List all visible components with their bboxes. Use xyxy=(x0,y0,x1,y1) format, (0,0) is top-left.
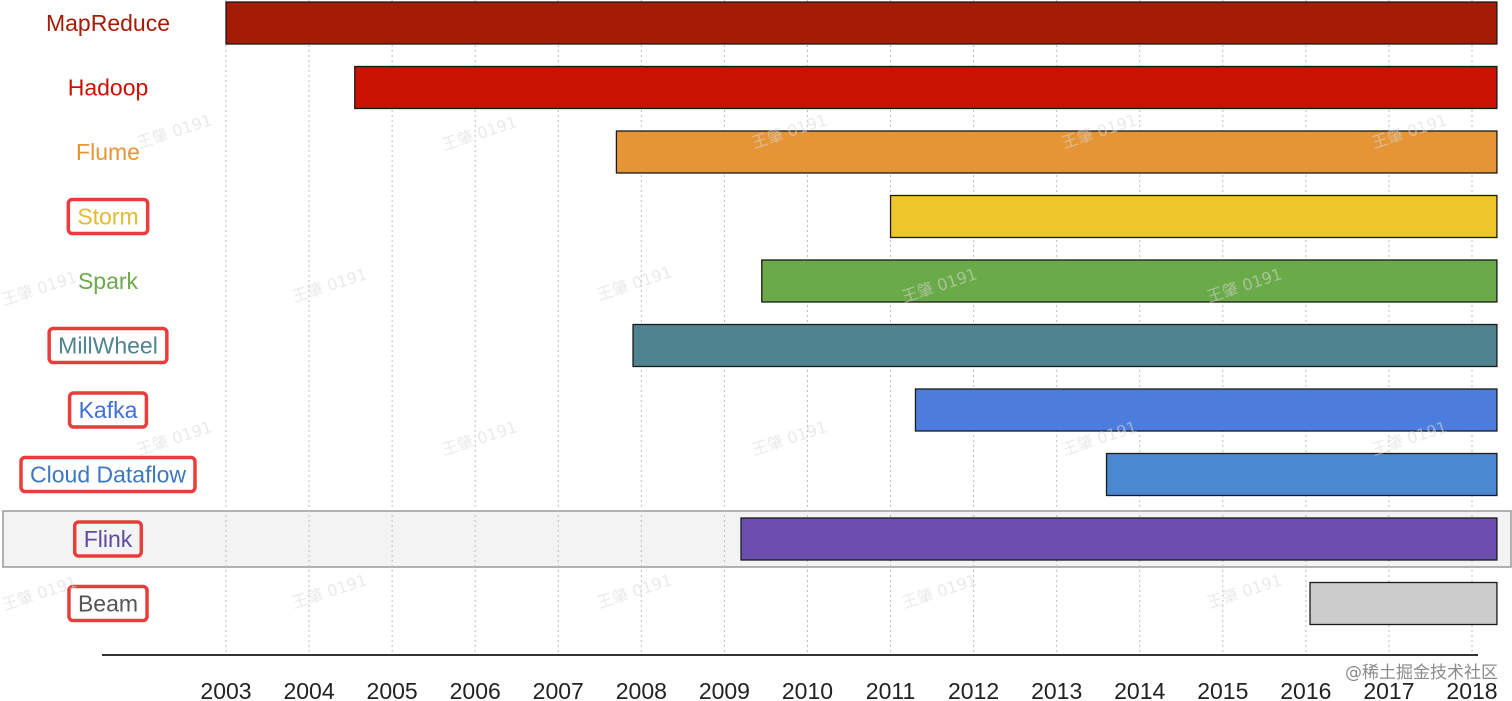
label-highlight-box xyxy=(67,584,149,623)
x-tick-label: 2005 xyxy=(367,678,418,701)
series-label: MapReduce xyxy=(46,10,170,36)
bar-mapreduce xyxy=(225,1,1498,45)
series-label: Kafka xyxy=(79,397,138,423)
x-tick-label: 2016 xyxy=(1280,678,1331,701)
x-tick-label: 2007 xyxy=(533,678,584,701)
x-tick-label: 2011 xyxy=(866,678,915,701)
bar-kafka xyxy=(914,388,1498,432)
x-tick-label: 2003 xyxy=(200,678,251,701)
series-label: Flume xyxy=(76,139,140,165)
x-tick-label: 2018 xyxy=(1446,678,1497,701)
bar-millwheel xyxy=(632,323,1498,368)
series-label: Spark xyxy=(78,268,139,294)
bar-spark xyxy=(761,259,1498,303)
x-tick-label: 2006 xyxy=(450,678,501,701)
x-tick-label: 2008 xyxy=(616,678,667,701)
bar-hadoop xyxy=(354,65,1498,110)
x-tick-label: 2015 xyxy=(1197,678,1248,701)
bar-cloud-dataflow xyxy=(1105,452,1498,497)
bar-storm xyxy=(889,194,1498,239)
series-label: Beam xyxy=(78,591,138,617)
series-label: Cloud Dataflow xyxy=(30,462,186,488)
series-label: Flink xyxy=(84,526,133,552)
x-tick-label: 2004 xyxy=(283,678,334,701)
series-label: Hadoop xyxy=(68,75,149,101)
x-tick-label: 2009 xyxy=(699,678,750,701)
x-tick-label: 2012 xyxy=(948,678,999,701)
x-tick-label: 2017 xyxy=(1363,678,1414,701)
credit-text: @稀土掘金技术社区 xyxy=(1345,663,1498,683)
x-tick-label: 2010 xyxy=(782,678,833,701)
label-highlight-box xyxy=(72,520,144,558)
x-tick-label: 2014 xyxy=(1114,678,1165,701)
bar-flume xyxy=(615,130,1498,174)
x-tick-label: 2013 xyxy=(1031,678,1082,701)
label-highlight-box xyxy=(19,455,197,494)
series-label: MillWheel xyxy=(58,333,158,359)
bar-beam xyxy=(1309,581,1498,626)
label-highlight-box xyxy=(66,197,150,236)
label-highlight-box xyxy=(67,391,149,429)
series-label: Storm xyxy=(77,204,138,230)
label-highlight-box xyxy=(47,326,169,365)
bar-flink xyxy=(740,517,1498,561)
